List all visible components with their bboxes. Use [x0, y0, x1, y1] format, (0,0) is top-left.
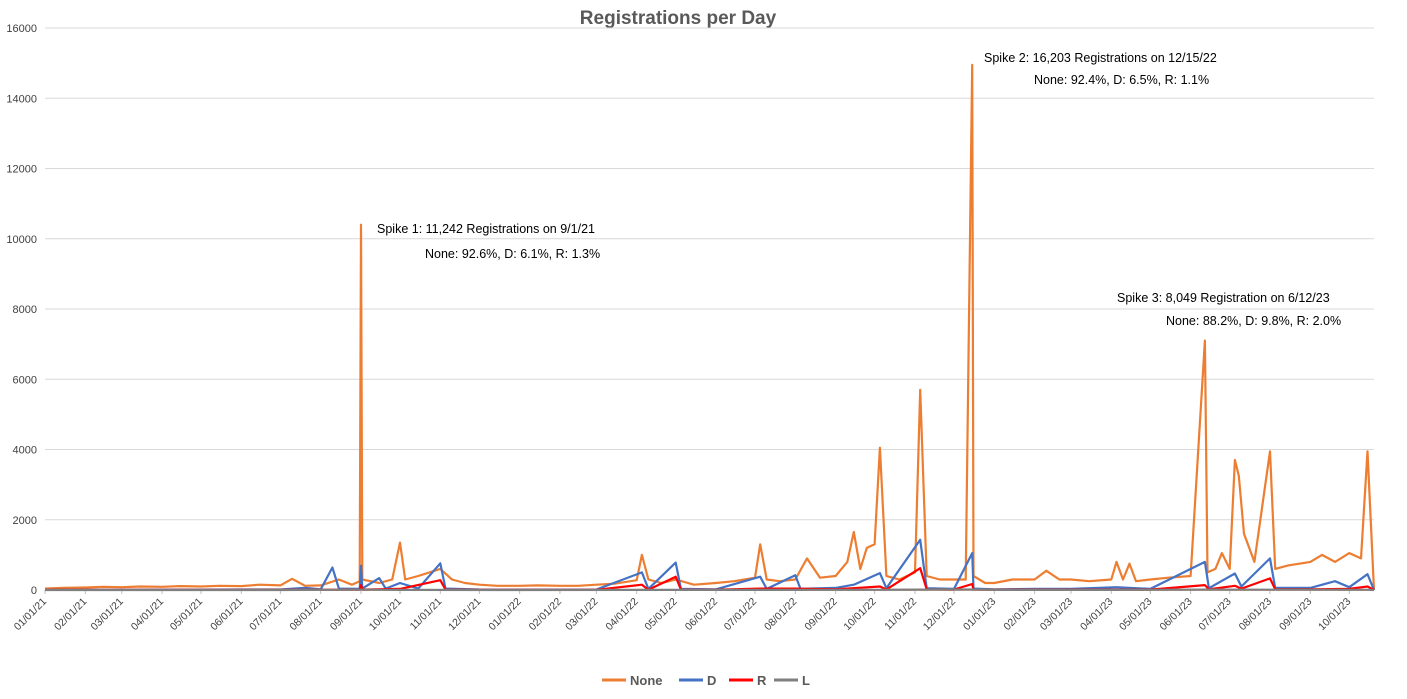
x-tick-label: 04/01/21: [129, 596, 166, 633]
y-tick-label: 16000: [6, 23, 37, 35]
x-tick-label: 07/01/21: [247, 596, 284, 633]
x-tick-label: 06/01/23: [1157, 596, 1194, 633]
x-tick-label: 05/01/21: [168, 596, 205, 633]
x-tick-label: 07/01/22: [722, 596, 759, 633]
annotations: Spike 1: 11,242 Registrations on 9/1/21 …: [377, 51, 1341, 328]
x-tick-label: 11/01/22: [882, 596, 919, 633]
x-tick-label: 08/01/23: [1237, 596, 1274, 633]
x-tick-label: 03/01/21: [88, 596, 125, 633]
x-tick-label: 09/01/22: [802, 596, 839, 633]
x-tick-label: 08/01/22: [762, 596, 799, 633]
x-tick-label: 01/01/22: [486, 596, 523, 633]
legend: None D R L: [602, 673, 810, 688]
x-tick-label: 01/01/23: [961, 596, 998, 633]
x-tick-label: 02/01/21: [52, 596, 89, 633]
legend-label-l: L: [802, 673, 810, 688]
legend-label-none: None: [630, 673, 663, 688]
annotation-spike-2-line-2: None: 92.4%, D: 6.5%, R: 1.1%: [1034, 73, 1209, 87]
x-tick-label: 02/01/22: [527, 596, 564, 633]
y-tick-label: 0: [31, 585, 37, 597]
x-tick-label: 10/01/22: [841, 596, 878, 633]
chart-title: Registrations per Day: [580, 8, 777, 29]
x-tick-label: 07/01/23: [1196, 596, 1233, 633]
legend-label-d: D: [707, 673, 716, 688]
y-tick-label: 6000: [13, 374, 37, 386]
gridlines: [45, 27, 1374, 591]
y-tick-label: 10000: [6, 234, 37, 246]
y-tick-label: 8000: [13, 304, 37, 316]
x-tick-label: 11/01/21: [408, 596, 445, 633]
x-axis: 01/01/21 02/01/21 03/01/21 04/01/21 05/01/21…: [12, 590, 1354, 633]
legend-label-r: R: [757, 673, 767, 688]
annotation-spike-2-line-1: Spike 2: 16,203 Registrations on 12/15/2…: [984, 51, 1217, 65]
x-tick-label: 06/01/21: [208, 596, 245, 633]
x-tick-label: 10/01/23: [1316, 596, 1353, 633]
series-lines: [44, 63, 1376, 592]
annotation-spike-1-line-2: None: 92.6%, D: 6.1%, R: 1.3%: [425, 247, 600, 261]
annotation-spike-3-line-2: None: 88.2%, D: 9.8%, R: 2.0%: [1166, 314, 1341, 328]
x-tick-label: 09/01/23: [1277, 596, 1314, 633]
x-tick-label: 05/01/22: [642, 596, 679, 633]
x-tick-label: 01/01/21: [12, 596, 49, 633]
y-tick-label: 2000: [13, 515, 37, 527]
x-tick-label: 06/01/22: [683, 596, 720, 633]
x-tick-label: 03/01/22: [563, 596, 600, 633]
y-tick-label: 12000: [6, 164, 37, 176]
x-tick-label: 12/01/22: [921, 596, 958, 633]
x-tick-label: 04/01/22: [603, 596, 640, 633]
series-line-d: [44, 538, 1376, 591]
x-tick-label: 02/01/23: [1001, 596, 1038, 633]
x-tick-label: 03/01/23: [1038, 596, 1075, 633]
annotation-spike-3-line-1: Spike 3: 8,049 Registration on 6/12/23: [1117, 291, 1330, 305]
annotation-spike-1-line-1: Spike 1: 11,242 Registrations on 9/1/21: [377, 222, 595, 236]
y-axis: 0 2000 4000 6000 8000 10000 12000 14000 16000: [6, 23, 37, 597]
x-tick-label: 05/01/23: [1117, 596, 1154, 633]
x-tick-label: 09/01/21: [328, 596, 365, 633]
x-tick-label: 10/01/21: [367, 596, 404, 633]
series-line-l: [45, 588, 1375, 592]
series-line-none: [44, 63, 1376, 591]
x-tick-label: 08/01/21: [287, 596, 324, 633]
x-tick-label: 04/01/23: [1078, 596, 1115, 633]
y-tick-label: 14000: [6, 93, 37, 105]
x-tick-label: 12/01/21: [446, 596, 483, 633]
y-tick-label: 4000: [13, 445, 37, 457]
